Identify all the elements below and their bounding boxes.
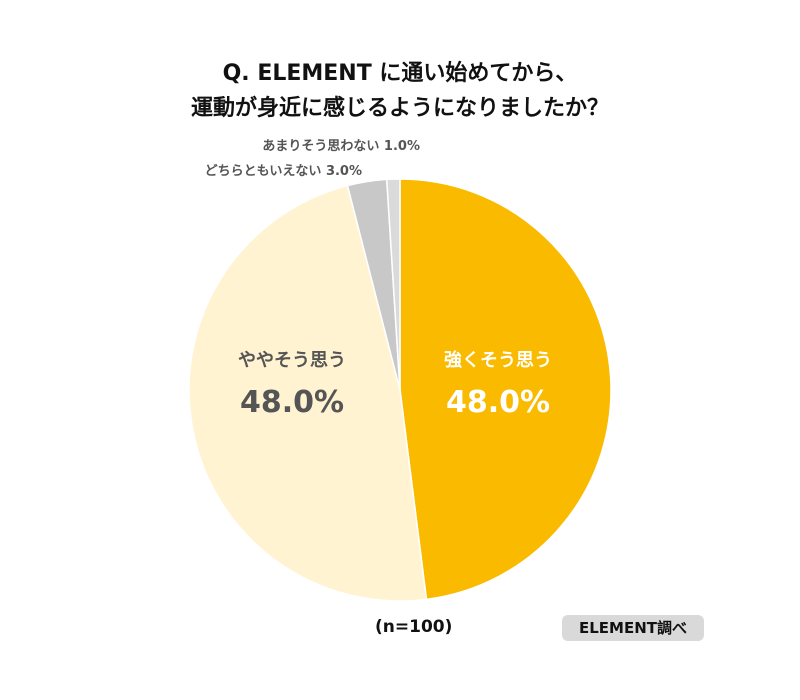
slice-value-2: 48.0% bbox=[240, 385, 344, 420]
slice-label-3: どちらともいえない 3.0% bbox=[205, 164, 362, 179]
pie-slice-2 bbox=[188, 184, 428, 602]
slice-label-4: あまりそう思わない 1.0% bbox=[262, 139, 420, 154]
pie-slice-1 bbox=[399, 178, 612, 601]
chart-title-line-2: 運動が身近に感じるようになりましたか？ bbox=[190, 96, 609, 121]
slice-value-1: 48.0% bbox=[446, 385, 550, 420]
source-badge: ELEMENT調べ bbox=[562, 615, 704, 641]
slice-label-2: ややそう思う bbox=[238, 350, 346, 371]
pie-slice-4 bbox=[385, 178, 401, 391]
chart-title-line-1: Q. ELEMENT に通い始めてから、 bbox=[222, 61, 578, 86]
sample-size-label: (n=100) bbox=[375, 617, 453, 637]
slice-label-1: 強くそう思う bbox=[444, 349, 552, 371]
